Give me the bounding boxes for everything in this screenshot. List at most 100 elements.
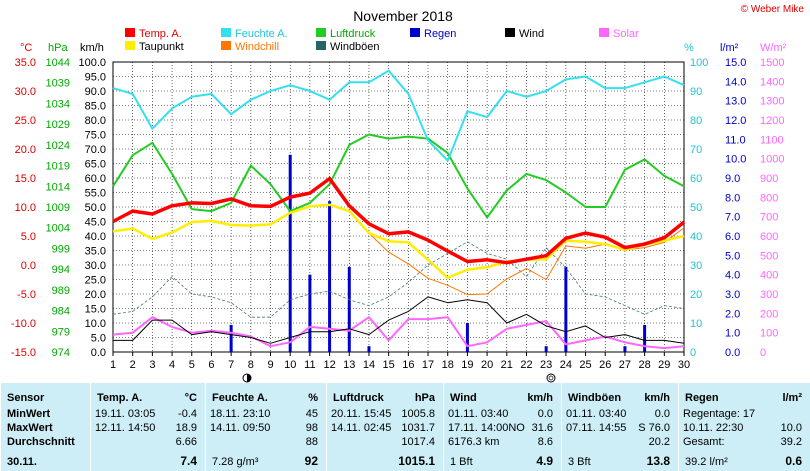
table-row: 12.11. 14:50: [91, 421, 205, 435]
temp-tick-label: 25.0: [15, 115, 36, 127]
rain-tick-label: 3.0: [725, 289, 740, 301]
humidity-axis-unit: %: [684, 42, 694, 54]
table-column: Windböen km/h 01.11. 03:40 0.0 07.11. 14:55 S…: [561, 383, 678, 471]
temp-tick-label: 30.0: [15, 86, 36, 98]
wind-tick-label: 95.0: [85, 72, 106, 84]
stats-table: Sensor MinWert MaxWert Durchschnitt 30.11. Te…: [0, 383, 810, 471]
table-row: Gesamt:: [679, 435, 810, 449]
rain-tick-label: 10.0: [725, 154, 746, 166]
legend-swatch: [410, 28, 420, 37]
table-row: Regentage: 17: [679, 407, 810, 421]
rain-bar: [564, 266, 568, 352]
table-row: 39.2: [679, 435, 810, 449]
solar-tick-label: 200: [760, 308, 778, 320]
cell-info: 01.11. 03:40: [448, 408, 509, 420]
legend-swatch: [221, 28, 231, 37]
cell-value: 8.6: [537, 436, 553, 448]
cell-value: 88: [305, 436, 318, 448]
solar-tick-label: 1000: [760, 154, 784, 166]
data-marks: [112, 69, 686, 352]
wind-tick-label: 80.0: [85, 115, 106, 127]
last-note: 3 Bft: [568, 456, 591, 468]
column-unit: %: [308, 392, 318, 404]
day-tick-label: 23: [540, 359, 552, 371]
column-unit: l/m²: [782, 392, 802, 404]
column-header: Feuchte A.: [212, 392, 268, 404]
humidity-tick-label: 30: [690, 260, 702, 272]
cell-value: 1005.8: [401, 408, 435, 420]
column-header: Luftdruck: [333, 392, 384, 404]
solar-tick-label: 900: [760, 173, 778, 185]
column-header: Regen: [685, 392, 719, 404]
cell-value: 10.0: [780, 422, 802, 434]
rain-tick-label: 8.0: [725, 192, 740, 204]
table-row: MinWert: [1, 407, 90, 421]
humidity-tick-label: 70: [690, 144, 702, 156]
cell-value: -0.4: [178, 408, 197, 420]
day-tick-label: 30: [678, 359, 690, 371]
day-tick-label: 24: [560, 359, 572, 371]
dewpoint-line: [112, 203, 685, 280]
cell-info: 14.11. 02:45: [331, 422, 392, 434]
table-row: 88: [206, 435, 326, 449]
last-note: 1 Bft: [450, 456, 473, 468]
wind-tick-label: 20.0: [85, 289, 106, 301]
table-row: 1015.1: [327, 454, 443, 468]
table-row: Wind: [444, 391, 561, 405]
day-tick-label: 21: [501, 359, 513, 371]
table-row: 20.2: [562, 435, 678, 449]
day-tick-label: 17: [422, 359, 434, 371]
solar-tick-label: 700: [760, 212, 778, 224]
solar-line: [112, 316, 685, 350]
pressure-tick-label: 989: [52, 285, 70, 297]
legend-label: Regen: [424, 28, 456, 40]
legend-swatch: [505, 28, 515, 37]
rain-bar: [367, 346, 371, 352]
temp-tick-label: -15.0: [11, 347, 36, 359]
day-tick-label: 13: [343, 359, 355, 371]
temperature-line: [112, 176, 686, 265]
legend-swatch: [599, 28, 609, 37]
rain-tick-label: 14.0: [725, 76, 746, 88]
temp-tick-label: 0.0: [21, 260, 36, 272]
rain-bar: [229, 324, 233, 352]
table-row: 3 Bft: [562, 455, 678, 469]
humidity-line: [112, 69, 685, 162]
cell-info: Regentage: 17: [683, 408, 756, 420]
cell-value: 0.0: [537, 408, 553, 420]
solar-tick-label: 100: [760, 328, 778, 340]
credit: © Weber Mike: [740, 4, 804, 15]
table-row: Temp. A.: [91, 391, 205, 405]
table-row: 0.0: [444, 407, 561, 421]
table-row: 18.9: [91, 421, 205, 435]
cell-info: 01.11. 03:40: [566, 408, 627, 420]
last-value: 1015.1: [398, 454, 435, 468]
day-tick-label: 8: [248, 359, 254, 371]
table-row: 45: [206, 407, 326, 421]
temp-axis-unit: °C: [20, 42, 32, 54]
day-tick-label: 11: [304, 359, 315, 371]
table-row: 92: [206, 454, 326, 468]
wind-tick-label: 60.0: [85, 173, 106, 185]
cell-value: 1031.7: [401, 422, 435, 434]
legend-swatch: [316, 41, 326, 50]
rain-tick-label: 0.0: [725, 347, 740, 359]
legend-swatch: [316, 28, 326, 37]
table-row: 1017.4: [327, 435, 443, 449]
table-row: Sensor: [1, 391, 90, 405]
rain-tick-label: 7.0: [725, 212, 740, 224]
last-row-label: 30.11.: [7, 456, 37, 468]
temp-tick-label: 5.0: [21, 231, 36, 243]
solar-tick-label: 0: [760, 347, 766, 359]
wind-tick-label: 15.0: [85, 304, 106, 316]
pressure-tick-label: 974: [52, 347, 70, 359]
cell-value: 39.2: [780, 436, 802, 448]
cell-value: 31.6: [531, 422, 553, 434]
rain-tick-label: 4.0: [725, 270, 740, 282]
pressure-tick-label: 999: [52, 243, 70, 255]
day-tick-label: 1: [110, 359, 116, 371]
table-row: 98: [206, 421, 326, 435]
column-header: Temp. A.: [97, 392, 143, 404]
legend-swatch: [125, 41, 135, 50]
rain-tick-label: 6.0: [725, 231, 740, 243]
